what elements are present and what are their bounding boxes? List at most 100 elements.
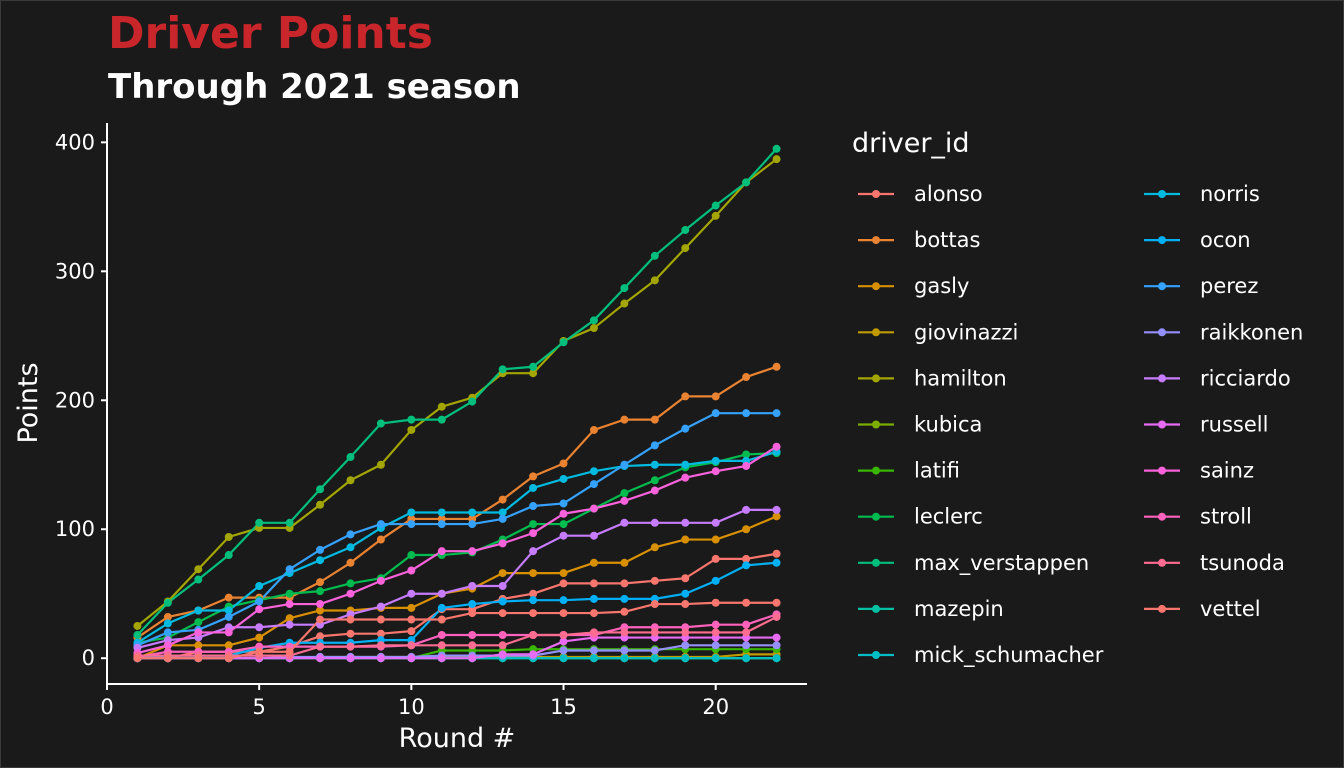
legend-key-point <box>872 236 880 245</box>
data-point-sainz <box>163 641 172 650</box>
data-point-perez <box>407 520 416 529</box>
legend-label: norris <box>1200 182 1260 206</box>
legend-key-point <box>872 282 880 291</box>
data-point-max_verstappen <box>163 598 172 607</box>
data-point-alonso <box>681 574 690 583</box>
data-point-vettel <box>316 615 325 624</box>
legend-key-point <box>872 374 880 383</box>
data-point-leclerc <box>559 520 568 529</box>
data-point-russell <box>316 654 325 663</box>
data-point-ricciardo <box>681 518 690 527</box>
data-point-gasly <box>407 603 416 612</box>
y-tick-label: 200 <box>55 388 95 412</box>
legend-item-bottas: bottas <box>858 228 980 252</box>
data-point-tsunoda <box>376 641 385 650</box>
x-tick-label: 5 <box>252 695 265 719</box>
legend-item-leclerc: leclerc <box>858 505 983 529</box>
data-point-hamilton <box>589 324 598 333</box>
data-point-alonso <box>711 554 720 563</box>
legend-item-alonso: alonso <box>858 182 983 206</box>
data-point-tsunoda <box>589 628 598 637</box>
data-point-ricciardo <box>589 531 598 540</box>
data-point-sainz <box>589 504 598 513</box>
legend-item-gasly: gasly <box>858 274 969 298</box>
data-point-norris <box>316 556 325 565</box>
data-point-stroll <box>437 630 446 639</box>
series-line-gasly <box>137 515 777 660</box>
data-point-vettel <box>681 600 690 609</box>
data-point-gasly <box>620 558 629 567</box>
data-point-alonso <box>559 579 568 588</box>
legend-label: hamilton <box>914 366 1007 390</box>
data-point-raikkonen <box>711 641 720 650</box>
x-tick-label: 0 <box>100 695 113 719</box>
data-point-vettel <box>285 647 294 656</box>
legend-title: driver_id <box>852 128 970 159</box>
data-point-bottas <box>589 425 598 434</box>
data-point-max_verstappen <box>529 362 538 371</box>
data-point-sainz <box>407 566 416 575</box>
legend-label: russell <box>1200 413 1268 437</box>
data-point-russell <box>407 654 416 663</box>
data-point-perez <box>559 499 568 508</box>
data-point-vettel <box>498 609 507 618</box>
data-point-max_verstappen <box>224 551 233 560</box>
data-point-max_verstappen <box>742 178 751 187</box>
legend-key-point <box>872 420 880 429</box>
data-point-perez <box>285 565 294 574</box>
data-point-perez <box>224 612 233 621</box>
data-point-sainz <box>711 467 720 476</box>
legend-label: vettel <box>1200 597 1261 621</box>
legend-item-tsunoda: tsunoda <box>1144 551 1285 575</box>
data-point-perez <box>620 460 629 469</box>
data-point-perez <box>650 441 659 450</box>
data-point-tsunoda <box>772 612 781 621</box>
plot-series <box>136 148 778 660</box>
data-point-norris <box>681 460 690 469</box>
data-point-ocon <box>559 596 568 605</box>
data-point-sainz <box>255 605 264 614</box>
legend-item-kubica: kubica <box>858 413 982 437</box>
legend-key-point <box>1158 604 1166 613</box>
data-point-norris <box>437 508 446 517</box>
data-point-perez <box>711 409 720 418</box>
data-point-vettel <box>255 647 264 656</box>
data-point-mick_schumacher <box>559 654 568 663</box>
legend-key-point <box>1158 236 1166 245</box>
series-line-leclerc <box>137 452 777 644</box>
data-point-hamilton <box>711 211 720 220</box>
data-point-sainz <box>346 589 355 598</box>
data-point-leclerc <box>285 589 294 598</box>
data-point-sainz <box>194 628 203 637</box>
legend-label: latifi <box>914 459 960 483</box>
data-point-norris <box>407 508 416 517</box>
data-point-max_verstappen <box>133 630 142 639</box>
series-line-vettel <box>137 601 777 660</box>
data-point-ocon <box>711 576 720 585</box>
data-point-bottas <box>620 415 629 424</box>
data-point-ocon <box>529 596 538 605</box>
data-point-alonso <box>346 629 355 638</box>
data-point-tsunoda <box>346 642 355 651</box>
data-point-perez <box>255 597 264 606</box>
legend-key-point <box>872 604 880 613</box>
data-point-russell <box>559 637 568 646</box>
data-point-vettel <box>650 600 659 609</box>
legend-item-mick_schumacher: mick_schumacher <box>858 643 1104 668</box>
data-point-max_verstappen <box>711 201 720 210</box>
data-point-perez <box>437 520 446 529</box>
data-point-ricciardo <box>620 518 629 527</box>
data-point-gasly <box>498 569 507 578</box>
data-point-bottas <box>316 578 325 587</box>
data-point-mick_schumacher <box>711 654 720 663</box>
data-point-raikkonen <box>620 646 629 655</box>
data-point-vettel <box>529 609 538 618</box>
data-point-sainz <box>498 539 507 548</box>
legend-key-point <box>872 558 880 567</box>
data-point-raikkonen <box>742 641 751 650</box>
data-point-ricciardo <box>529 547 538 556</box>
legend-item-raikkonen: raikkonen <box>1144 320 1303 344</box>
data-point-norris <box>589 467 598 476</box>
legend-label: sainz <box>1200 459 1254 483</box>
